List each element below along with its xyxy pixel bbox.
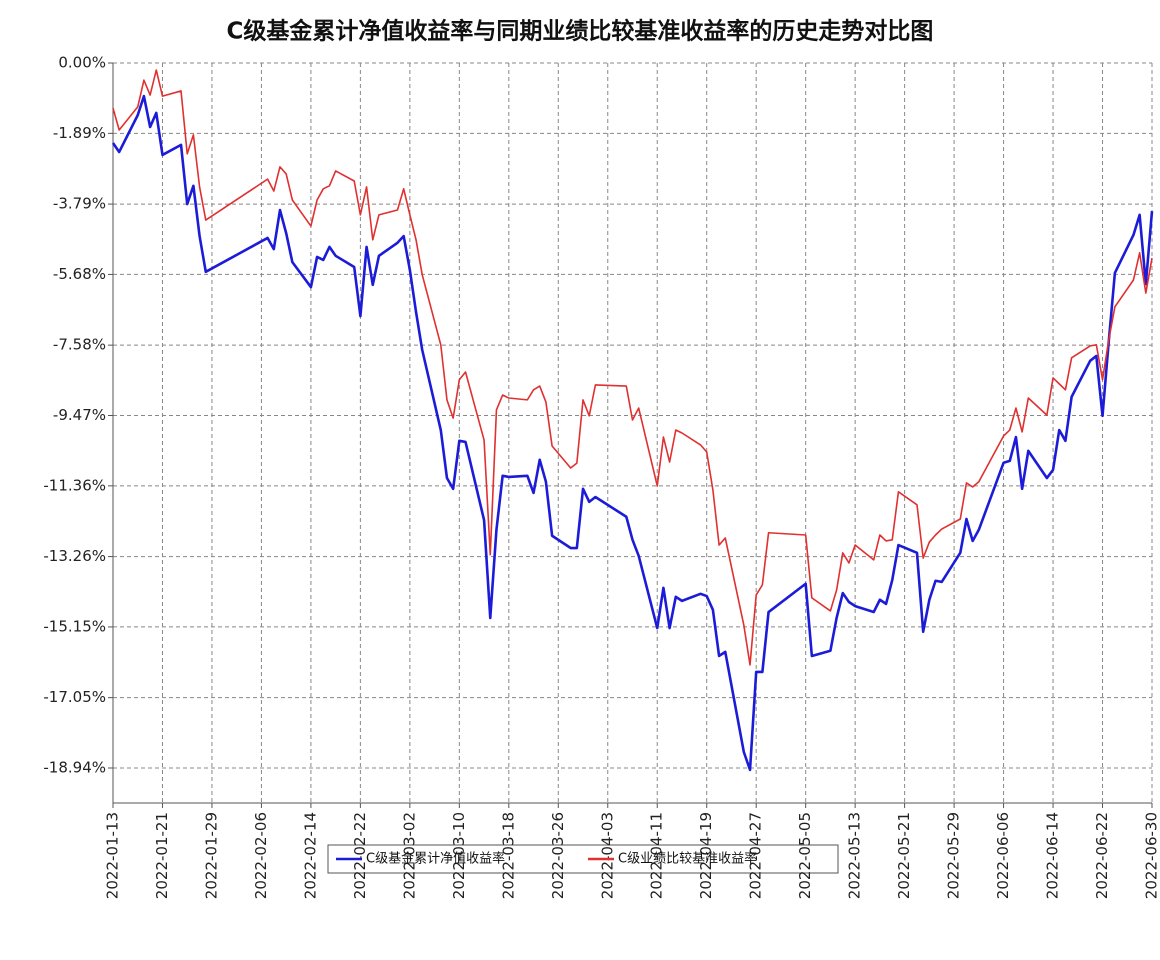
x-tick-label: 2022-02-06 <box>252 812 270 899</box>
x-tick-label: 2022-01-21 <box>153 812 171 899</box>
legend-label: C级基金累计净值收益率 <box>366 851 505 867</box>
x-tick-label: 2022-06-30 <box>1143 812 1160 899</box>
x-tick-label: 2022-05-29 <box>945 812 963 899</box>
x-tick-label: 2022-02-14 <box>301 812 319 899</box>
x-tick-label: 2022-01-29 <box>202 812 220 899</box>
x-tick-label: 2022-05-05 <box>796 812 814 899</box>
y-tick-label: -1.89% <box>53 124 106 142</box>
x-tick-label: 2022-05-21 <box>895 812 913 899</box>
legend-label: C级业绩比较基准收益率 <box>618 851 757 867</box>
x-tick-label: 2022-06-06 <box>994 812 1012 899</box>
x-tick-label: 2022-06-14 <box>1044 812 1062 899</box>
y-tick-label: -18.94% <box>43 759 106 777</box>
x-tick-label: 2022-04-03 <box>598 812 616 899</box>
y-tick-label: -17.05% <box>43 688 106 706</box>
x-tick-label: 2022-05-13 <box>846 812 864 899</box>
y-tick-label: -9.47% <box>53 406 106 424</box>
y-tick-label: -3.79% <box>53 195 106 213</box>
x-tick-label: 2022-06-22 <box>1093 812 1111 899</box>
y-tick-label: -13.26% <box>43 547 106 565</box>
y-tick-label: -7.58% <box>53 336 106 354</box>
chart-title: C级基金累计净值收益率与同期业绩比较基准收益率的历史走势对比图 <box>227 18 934 45</box>
x-tick-label: 2022-03-26 <box>549 812 567 899</box>
y-tick-label: -5.68% <box>53 265 106 283</box>
y-tick-label: -11.36% <box>43 476 106 494</box>
y-tick-label: 0.00% <box>58 54 106 72</box>
y-tick-label: -15.15% <box>43 617 106 635</box>
x-tick-label: 2022-01-13 <box>104 812 122 899</box>
